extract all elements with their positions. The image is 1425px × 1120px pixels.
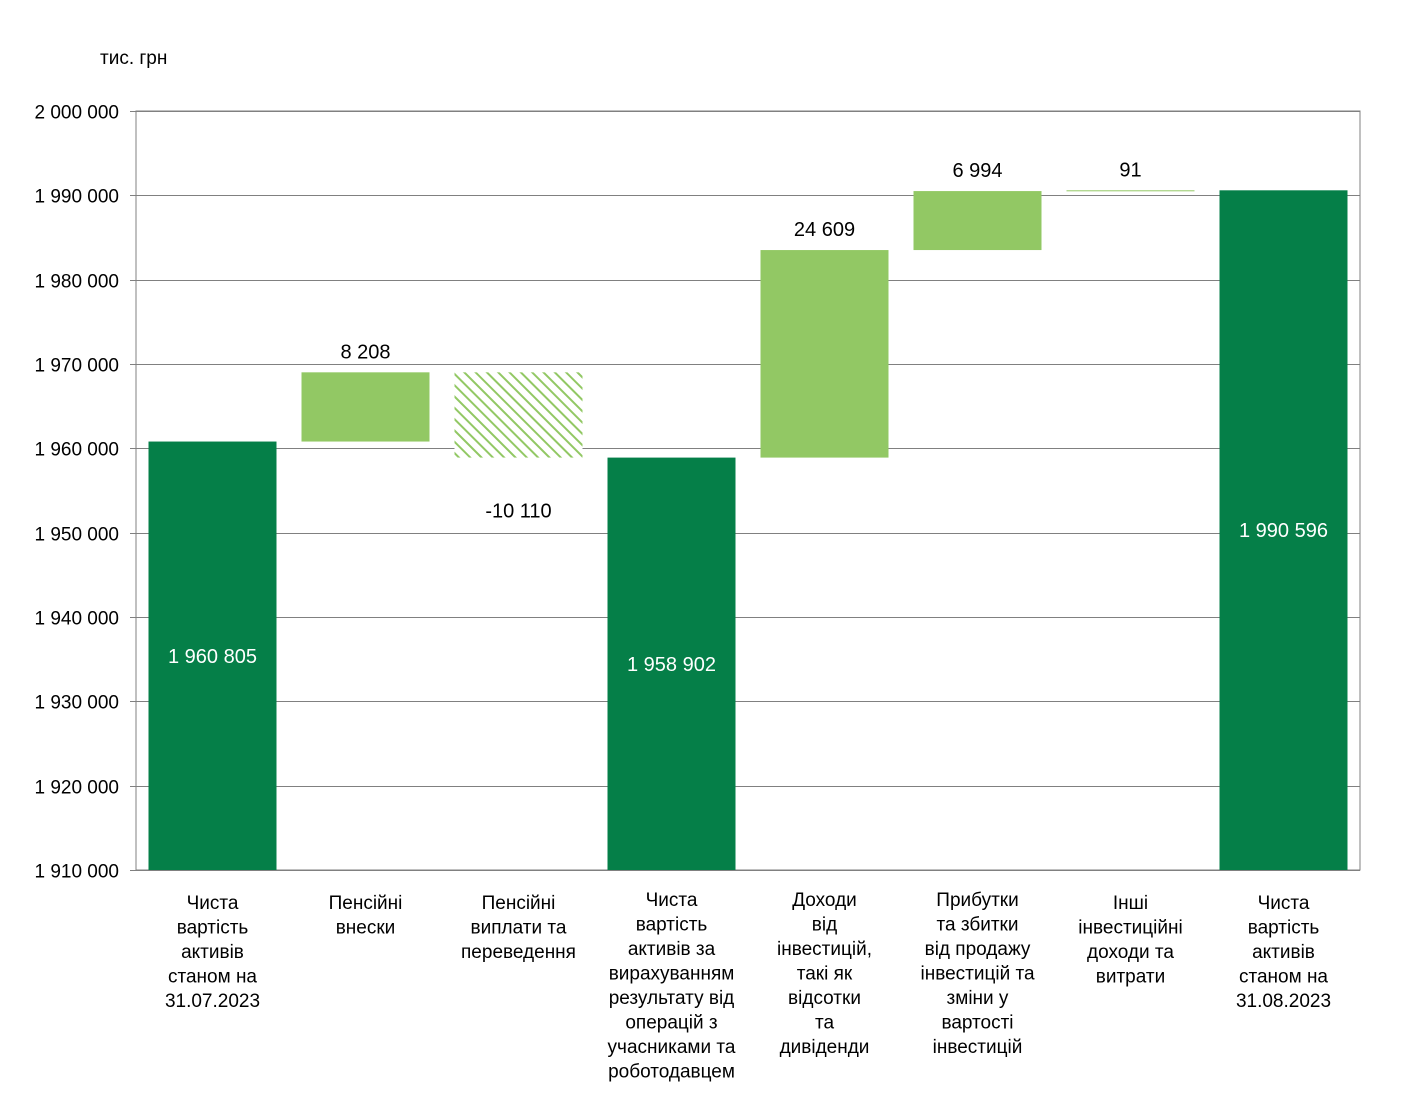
y-tick-label: 1 990 000 (34, 187, 119, 208)
data-label: 8 208 (340, 341, 390, 363)
category-label: Пенсійні внески (329, 893, 403, 939)
bars (148, 190, 1348, 870)
y-tick-label: 1 910 000 (34, 862, 119, 883)
y-tick-label: 1 970 000 (34, 356, 119, 377)
bar-increase (301, 372, 430, 442)
data-label: 1 990 596 (1239, 520, 1328, 542)
data-label: -10 110 (485, 501, 551, 523)
category-label: Прибутки та збитки від продажу інвестицій т… (920, 890, 1034, 1058)
y-tick-label: 1 980 000 (34, 272, 119, 293)
y-tick-label: 1 960 000 (34, 440, 119, 461)
y-axis-ticks: 1 910 000 1 920 000 1 930 000 1 940 000 1 95… (34, 103, 119, 883)
data-label: 1 960 805 (168, 646, 257, 668)
x-axis-categories: Чиста вартість активів станом на 31.07.2023 П… (165, 890, 1331, 1083)
category-label: Чиста вартість активів за вирахуванням резул… (608, 890, 736, 1083)
plot-area-border (135, 110, 1361, 871)
bar-total (1219, 190, 1348, 870)
data-label: 24 609 (794, 219, 855, 241)
bar-increase (1066, 190, 1195, 192)
y-tick-label: 1 950 000 (34, 525, 119, 546)
bar-increase (760, 250, 889, 458)
data-labels: 1 960 805 8 208 -10 110 1 958 902 24 609 6 99… (168, 159, 1328, 675)
bar-increase (913, 191, 1042, 251)
gridlines (130, 110, 1361, 871)
y-axis-unit-label: тис. грн (100, 48, 167, 69)
y-tick-label: 1 940 000 (34, 609, 119, 630)
category-label: Доходи від інвестицій, такі як відсотки та див… (777, 890, 872, 1058)
category-label: Чиста вартість активів станом на 31.07.2023 (165, 893, 260, 1012)
bar-total (607, 457, 736, 870)
data-label: 1 958 902 (627, 654, 716, 676)
y-tick-label: 1 920 000 (34, 778, 119, 799)
data-label: 91 (1119, 159, 1141, 181)
bar-total (148, 441, 277, 870)
category-label: Інші інвестиційні доходи та витрати (1078, 893, 1182, 988)
category-label: Чиста вартість активів станом на 31.08.2023 (1236, 893, 1331, 1012)
data-label: 6 994 (952, 160, 1002, 182)
bar-decrease (454, 372, 583, 458)
y-tick-label: 2 000 000 (34, 103, 119, 124)
category-label: Пенсійні виплати та переведення (461, 893, 576, 963)
y-tick-label: 1 930 000 (34, 693, 119, 714)
